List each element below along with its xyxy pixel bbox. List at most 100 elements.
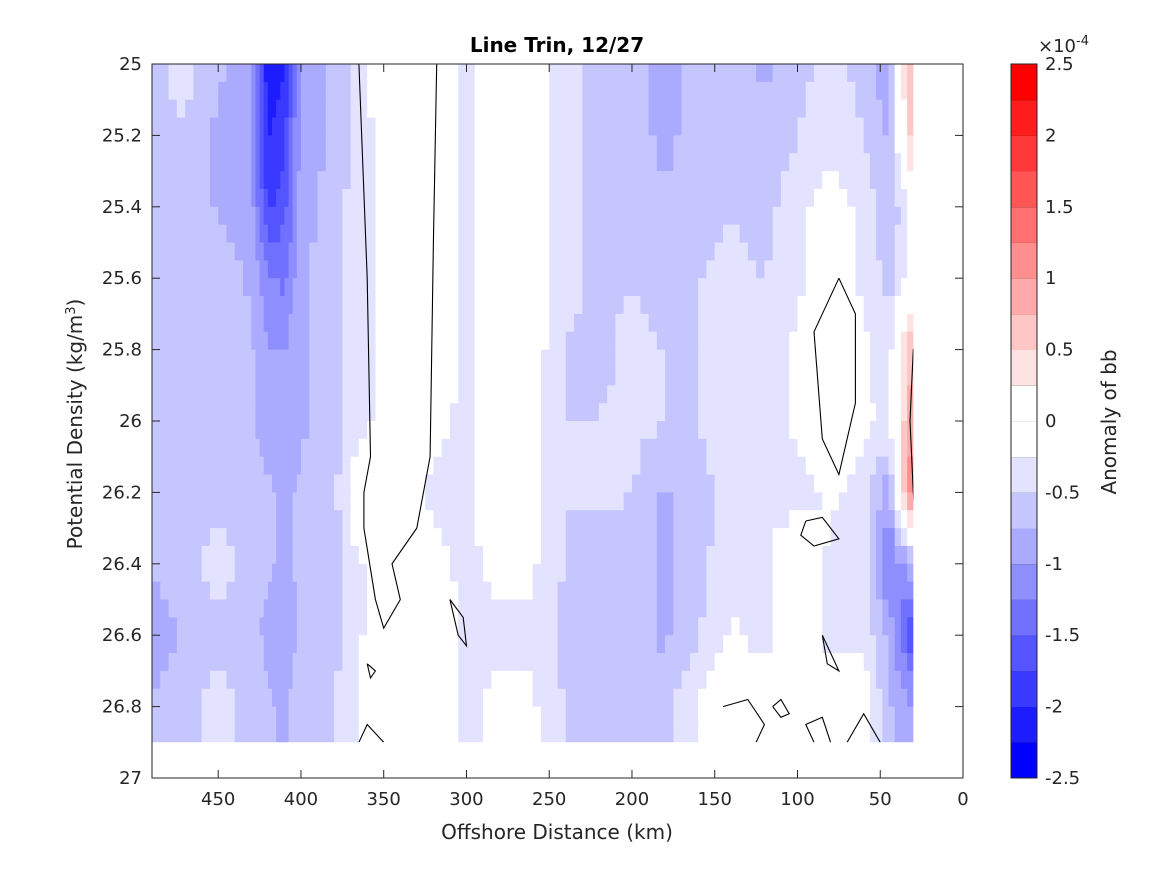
field-cell [590, 653, 600, 672]
field-cell [623, 528, 633, 547]
field-cell [623, 653, 633, 672]
field-cell [516, 492, 525, 511]
field-cell [838, 188, 848, 208]
field-cell [499, 260, 509, 279]
field-cell [367, 438, 377, 458]
field-cell [193, 242, 203, 261]
field-cell [284, 724, 290, 734]
field-cell [474, 581, 484, 601]
field-cell [681, 64, 691, 83]
field-cell [499, 349, 509, 369]
field-cell [507, 206, 517, 226]
field-cell [665, 438, 674, 458]
field-cell [491, 153, 501, 172]
field-cell [255, 528, 261, 547]
field-cell [408, 724, 418, 734]
field-cell [218, 171, 228, 190]
field-cell [267, 724, 273, 734]
field-cell [263, 313, 269, 333]
field-cell [209, 99, 219, 119]
field-cell [797, 724, 807, 734]
field-cell [218, 135, 228, 154]
field-cell [218, 456, 228, 476]
field-cell [152, 510, 161, 529]
field-cell [673, 563, 683, 583]
field-cell [731, 456, 741, 476]
field-cell [838, 242, 848, 261]
x-tick-label: 250 [532, 789, 566, 810]
field-cell [234, 296, 244, 315]
field-cell [416, 635, 426, 654]
field-cell [607, 260, 617, 279]
field-cell [582, 313, 592, 333]
field-cell [176, 331, 186, 351]
field-cell [882, 438, 890, 458]
field-cell [433, 278, 443, 297]
field-cell [656, 367, 666, 386]
field-cell [869, 670, 877, 690]
field-cell [814, 706, 823, 717]
field-cell [193, 367, 203, 386]
field-cell [375, 331, 385, 351]
field-cell [814, 438, 823, 458]
field-cell [714, 510, 724, 529]
field-cell [317, 99, 327, 119]
field-cell [631, 635, 641, 654]
colorbar-tick-label: 1 [1045, 268, 1056, 289]
field-cell [574, 349, 583, 369]
field-cell [689, 99, 699, 119]
field-cell [582, 206, 592, 226]
field-cell [681, 296, 691, 315]
field-cell [623, 715, 633, 726]
field-cell [226, 403, 236, 422]
field-cell [797, 260, 807, 279]
field-cell [309, 635, 319, 654]
field-cell [309, 528, 319, 547]
field-cell [631, 349, 641, 369]
x-tick-label: 400 [284, 789, 318, 810]
field-cell [888, 403, 896, 422]
field-cell [540, 260, 550, 279]
field-cell [565, 403, 575, 422]
field-cell [665, 421, 674, 440]
field-cell [907, 733, 914, 743]
field-cell [284, 117, 290, 136]
field-cell [483, 188, 492, 208]
field-cell [375, 670, 385, 690]
field-cell [416, 528, 426, 547]
field-cell [168, 438, 178, 458]
field-cell [574, 635, 583, 654]
field-cell [698, 670, 708, 690]
field-cell [623, 349, 633, 369]
field-cell [540, 64, 550, 83]
field-cell [449, 313, 459, 333]
field-cell [894, 492, 902, 511]
field-cell [499, 653, 509, 672]
field-cell [888, 528, 896, 547]
field-cell [168, 171, 178, 190]
field-cell [524, 635, 534, 654]
field-cell [234, 706, 244, 717]
field-cell [441, 153, 451, 172]
field-cell [185, 260, 194, 279]
field-cell [772, 171, 782, 190]
field-cell [607, 715, 617, 726]
field-cell [193, 224, 203, 244]
field-cell [185, 724, 194, 734]
field-cell [847, 599, 857, 618]
field-cell [300, 64, 310, 83]
field-cell [876, 99, 883, 119]
field-cell [400, 117, 410, 136]
field-cell [863, 153, 871, 172]
field-cell [764, 296, 774, 315]
field-cell [288, 99, 294, 119]
field-cell [869, 474, 877, 493]
field-cell [789, 403, 799, 422]
field-cell [284, 510, 290, 529]
field-cell [747, 296, 757, 315]
field-cell [797, 313, 807, 333]
field-cell [847, 278, 857, 297]
field-cell [491, 510, 501, 529]
field-cell [218, 64, 228, 83]
field-cell [350, 135, 360, 154]
